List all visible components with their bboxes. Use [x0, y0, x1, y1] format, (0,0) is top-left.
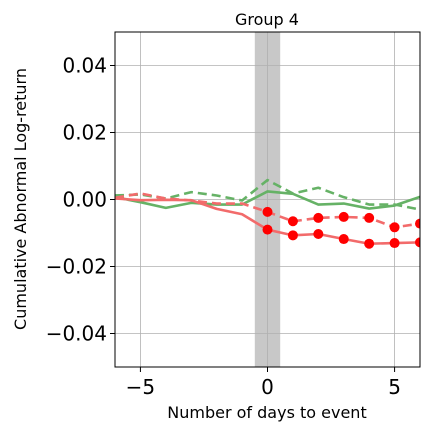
- y-tick-label: −0.04: [46, 322, 107, 346]
- chart-title: Group 4: [235, 10, 299, 29]
- series-line-2: [115, 178, 420, 211]
- y-tick-label: −0.02: [46, 255, 107, 279]
- series-3-marker: [262, 224, 273, 235]
- y-tick-label: 0.02: [62, 121, 107, 145]
- series-4-marker: [389, 222, 400, 233]
- y-axis-label: Cumulative Abnormal Log-return: [11, 68, 30, 330]
- series-3-marker: [364, 238, 375, 249]
- series-4-marker: [313, 212, 324, 223]
- series-3-marker: [313, 229, 324, 240]
- series-3-marker: [287, 230, 298, 241]
- series-4-marker: [415, 218, 420, 229]
- series-4-marker: [364, 212, 375, 223]
- y-tick-label: 0.04: [62, 54, 107, 78]
- x-tick-label: 5: [388, 375, 401, 399]
- y-tick-label: 0.00: [62, 188, 107, 212]
- series-3-marker: [338, 234, 349, 245]
- series-4-marker: [338, 211, 349, 222]
- plot-area: −5 0 5 −0.04 −0.02 0.00 0.02 0.04: [46, 31, 421, 399]
- x-axis-label: Number of days to event: [167, 403, 366, 422]
- x-tick-label: 0: [261, 375, 274, 399]
- series-3-marker: [415, 237, 420, 248]
- series-4-marker: [262, 206, 273, 217]
- series-line-1: [115, 190, 420, 210]
- series-4-marker: [287, 216, 298, 227]
- x-tick-label: −5: [126, 375, 155, 399]
- series-3-marker: [389, 238, 400, 249]
- series-group: [115, 178, 420, 249]
